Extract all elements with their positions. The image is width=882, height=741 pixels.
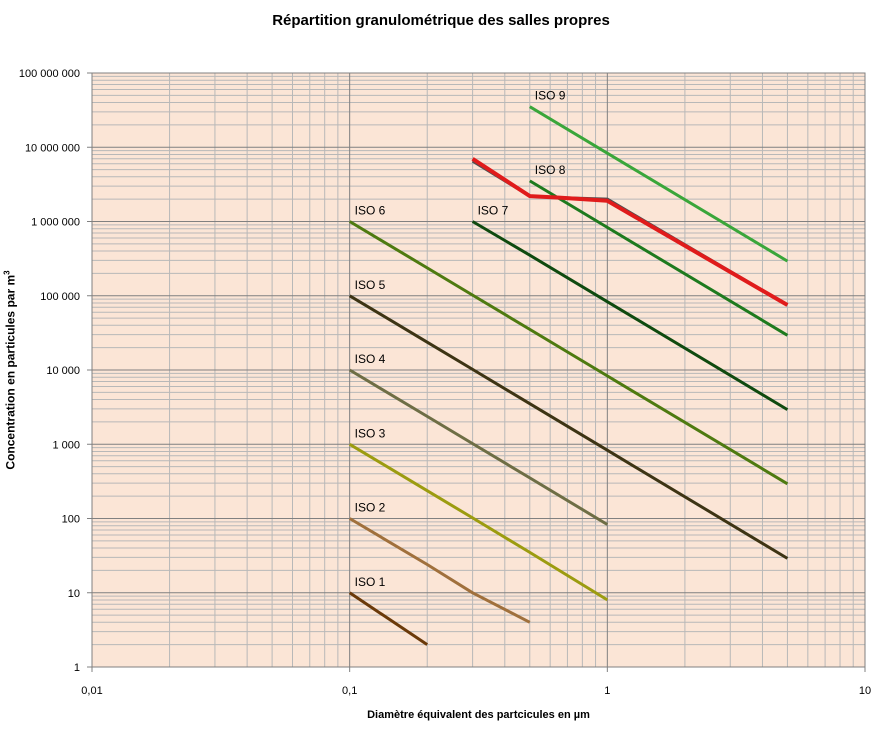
chart-title: Répartition granulométrique des salles p… xyxy=(272,12,610,29)
x-tick-label: 0,1 xyxy=(342,685,357,697)
series-line-iso-9 xyxy=(529,105,789,263)
x-axis-ticks: 0,01 0,1 1 10 xyxy=(81,667,871,697)
y-tick-label: 10 000 000 xyxy=(25,142,80,154)
y-tick-label: 100 000 000 xyxy=(19,68,80,80)
series-label-iso-9: ISO 9 xyxy=(535,89,566,103)
y-axis-ticks: 1 10 100 1 000 10 000 100 000 1 000 000 10 000 … xyxy=(19,68,92,674)
series-label-iso-2: ISO 2 xyxy=(355,501,386,515)
y-axis-label-main: Concentration en particules par m xyxy=(3,274,18,470)
series-label-iso-1: ISO 1 xyxy=(355,575,386,589)
y-axis-label-sup: 3 xyxy=(2,270,12,275)
series-line-series-10 xyxy=(471,157,789,307)
y-tick-label: 1 000 000 xyxy=(31,217,80,229)
y-tick-label: 100 xyxy=(62,514,80,526)
x-axis-label: Diamètre équivalent des partcicules en µ… xyxy=(367,709,590,721)
y-tick-label: 1 xyxy=(74,662,80,674)
series-line-iso-3 xyxy=(348,443,609,602)
series-line-iso-1 xyxy=(348,591,429,646)
series-label-iso-7: ISO 7 xyxy=(478,204,509,218)
x-tick-label: 10 xyxy=(859,685,871,697)
series-label-iso-6: ISO 6 xyxy=(355,204,386,218)
x-tick-label: 0,01 xyxy=(81,685,102,697)
y-tick-label: 10 xyxy=(68,588,80,600)
series-line-iso-7 xyxy=(471,220,789,411)
y-tick-label: 100 000 xyxy=(40,291,80,303)
x-tick-label: 1 xyxy=(604,685,610,697)
y-axis-label: Concentration en particules par m3 xyxy=(3,270,18,469)
series-line-iso-5 xyxy=(348,294,789,560)
series-line-iso-4 xyxy=(348,368,609,526)
series-label-iso-3: ISO 3 xyxy=(355,426,386,440)
series-label-iso-5: ISO 5 xyxy=(355,278,386,292)
series-line-iso-2 xyxy=(348,517,531,624)
y-tick-label: 1 000 xyxy=(52,439,80,451)
series-line-iso-6 xyxy=(348,220,789,486)
y-tick-label: 10 000 xyxy=(46,365,80,377)
series-labels: ISO 1 ISO 2 ISO 3 ISO 4 ISO 5 ISO 6 ISO 7 ISO 8… xyxy=(355,89,566,589)
series-group xyxy=(348,105,789,646)
series-label-iso-4: ISO 4 xyxy=(355,352,386,366)
series-label-iso-8: ISO 8 xyxy=(535,163,566,177)
